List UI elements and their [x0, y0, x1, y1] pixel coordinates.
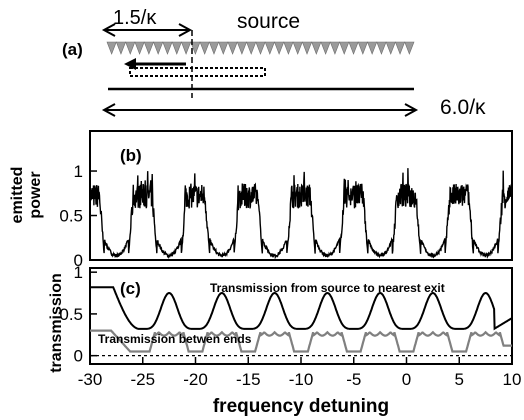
- source-tooth: [125, 41, 136, 55]
- x-tick-label: -30: [78, 370, 103, 389]
- y-tick-label: 0: [74, 251, 83, 270]
- source-tooth: [171, 41, 182, 55]
- source-tooth: [385, 41, 396, 55]
- source-tooth: [227, 41, 238, 55]
- between-ends-series: [90, 329, 512, 353]
- arrow-head-left: [101, 103, 116, 117]
- panel-c-xticks: -30 -25 -20 -15 -10 -5 0 5 10: [78, 357, 522, 389]
- source-tooth: [320, 41, 331, 55]
- source-tooth: [357, 41, 368, 55]
- x-tick-label: -15: [236, 370, 261, 389]
- arrow-head-left: [101, 23, 116, 37]
- nearest-exit-annotation: Transmission from source to nearest exit: [210, 281, 445, 295]
- panel-b-yticks: 00.51: [59, 162, 97, 270]
- x-tick-label: -20: [183, 370, 208, 389]
- source-tooth: [311, 41, 322, 55]
- panel-c-frame: [89, 267, 513, 365]
- source-tooth: [264, 41, 275, 55]
- y-tick-label: 1: [74, 263, 83, 282]
- y-tick-label: 0.5: [59, 305, 83, 324]
- panel-a-label: (a): [62, 40, 83, 59]
- y-tick-label: 1: [74, 162, 83, 181]
- x-tick-label: 10: [503, 370, 522, 389]
- source-tooth: [339, 41, 350, 55]
- source-tooth: [106, 41, 117, 55]
- arrow-head-right: [404, 103, 419, 117]
- length-arrow: [101, 103, 419, 117]
- source-label: source: [237, 10, 300, 33]
- panel-b-ylabel-line1: emitted: [9, 167, 26, 224]
- dotted-emission-box: [129, 67, 266, 77]
- source-tooth: [376, 41, 387, 55]
- source-tooth: [292, 41, 303, 55]
- source-tooth: [199, 41, 210, 55]
- panel-b-ylabel-line2: power: [27, 171, 44, 218]
- source-tooth: [134, 41, 145, 55]
- x-tick-label: -5: [346, 370, 361, 389]
- source-tooth: [143, 41, 154, 55]
- panel-c-label: (c): [120, 279, 141, 298]
- x-axis-label: frequency detuning: [213, 396, 389, 417]
- source-tooth: [180, 41, 192, 55]
- source-tooth: [218, 41, 229, 55]
- panel-b-chart: (b) emitted power 00.51: [9, 130, 513, 270]
- length-label: 6.0/κ: [440, 96, 486, 119]
- source-tooth: [236, 41, 247, 55]
- source-tooth: [329, 41, 341, 55]
- panel-c-yticks: 00.51: [59, 263, 97, 366]
- x-tick-label: 5: [455, 370, 464, 389]
- source-tooth: [208, 41, 220, 55]
- source-tooth: [283, 41, 294, 55]
- source-tooth: [367, 41, 378, 55]
- source-tooth: [115, 41, 127, 55]
- source-tooth: [301, 41, 313, 55]
- panel-c-ylabel: transmission: [48, 273, 65, 373]
- y-tick-label: 0: [74, 347, 83, 366]
- source-tooth: [274, 41, 285, 55]
- source-tooth: [153, 41, 164, 55]
- source-tooth: [348, 41, 359, 55]
- panel-a-schematic: (a) 1.5/κ source 6.0/κ: [62, 7, 486, 119]
- source-tooth: [255, 41, 266, 55]
- source-tooth: [394, 41, 406, 55]
- source-tooth: [246, 41, 257, 55]
- span-label: 1.5/κ: [113, 7, 157, 29]
- x-tick-label: -25: [130, 370, 155, 389]
- panel-c-chart: (c) transmission 00.51 Transmission from…: [48, 263, 521, 417]
- y-tick-label: 0.5: [59, 207, 83, 226]
- source-tooth: [404, 41, 415, 55]
- source-teeth: [106, 41, 415, 55]
- nearest-exit-series: [90, 286, 513, 331]
- arrow-head-right: [178, 23, 193, 37]
- source-tooth: [162, 41, 173, 55]
- source-tooth: [190, 41, 201, 55]
- panel-b-ylabel: emitted power: [9, 167, 44, 224]
- between-ends-annotation: Transmission betwen ends: [98, 332, 252, 346]
- panel-b-label: (b): [120, 146, 142, 165]
- emitted-power-series: [89, 168, 513, 260]
- x-tick-label: -10: [289, 370, 314, 389]
- x-tick-label: 0: [402, 370, 411, 389]
- span-arrow: [101, 23, 193, 37]
